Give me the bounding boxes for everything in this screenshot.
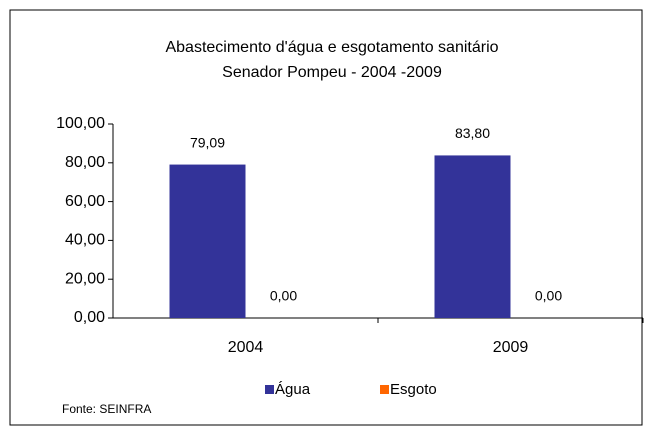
data-label: 0,00 <box>535 288 562 304</box>
x-tick-label: 2004 <box>228 339 264 356</box>
data-label: 83,80 <box>455 125 490 141</box>
bar <box>169 164 246 318</box>
bar <box>434 155 511 318</box>
y-tick-label: 60,00 <box>65 193 105 210</box>
legend-swatch <box>265 385 274 394</box>
chart-subtitle: Senador Pompeu - 2004 -2009 <box>222 64 442 81</box>
y-tick-label: 0,00 <box>74 309 105 326</box>
data-label: 79,09 <box>190 134 225 150</box>
chart-frame <box>9 9 643 426</box>
legend-swatch <box>380 385 389 394</box>
x-tick-label: 2009 <box>493 339 529 356</box>
data-label: 0,00 <box>270 288 297 304</box>
y-tick-label: 20,00 <box>65 270 105 287</box>
y-tick-label: 100,00 <box>56 115 105 132</box>
y-tick-label: 40,00 <box>65 232 105 249</box>
y-tick-label: 80,00 <box>65 154 105 171</box>
legend-label: Esgoto <box>390 381 437 398</box>
source-note: Fonte: SEINFRA <box>62 402 151 416</box>
chart-title: Abastecimento d'água e esgotamento sanit… <box>165 39 498 56</box>
legend-label: Água <box>275 381 311 398</box>
